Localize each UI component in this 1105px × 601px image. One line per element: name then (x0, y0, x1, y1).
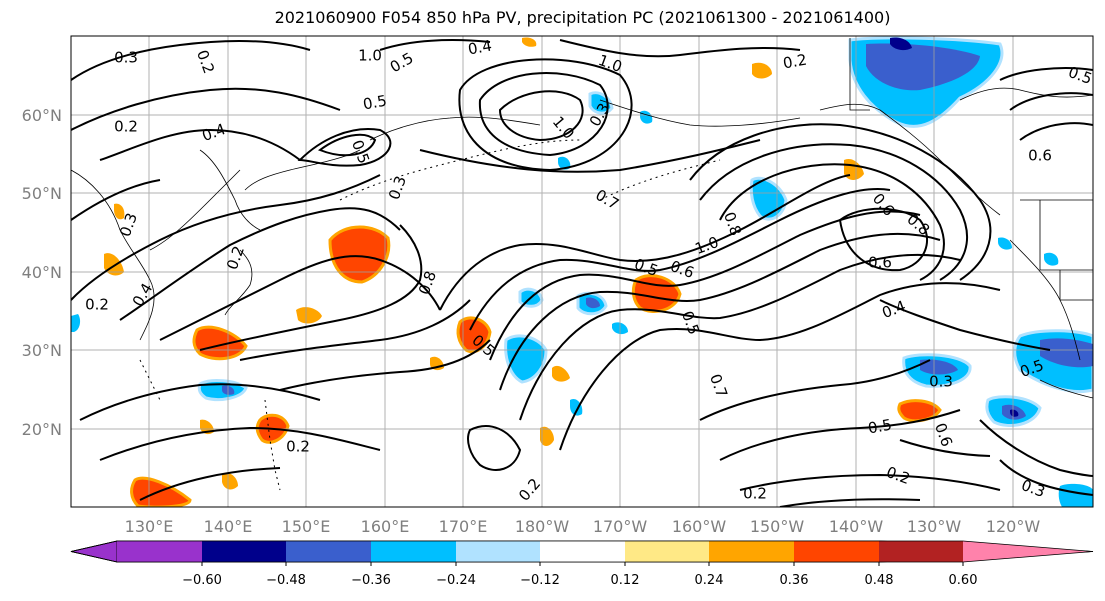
colorbar-segment (456, 541, 541, 562)
colorbar-low-extend (70, 540, 118, 563)
contour-label: 0.5 (362, 92, 389, 114)
longitude-label: 160°W (672, 517, 727, 536)
longitude-label: 160°E (361, 517, 410, 536)
contour-label: 0.2 (782, 51, 809, 73)
contour-label: 0.2 (286, 438, 310, 456)
colorbar-tick-label: 0.24 (695, 573, 724, 588)
contour-label: 0.2 (515, 475, 544, 505)
longitude-label: 170°W (593, 517, 648, 536)
longitude-label: 140°E (204, 517, 253, 536)
longitude-label: 120°W (986, 517, 1041, 536)
contour-label: 0.5 (1066, 63, 1095, 88)
contour-label: 0.2 (743, 485, 767, 503)
colorbar-segment (202, 541, 287, 562)
colorbar-tick-label: −0.60 (182, 573, 222, 588)
contour-label: 0.2 (193, 48, 218, 77)
colorbar-tick-label: 0.12 (611, 573, 640, 588)
longitude-label: 150°W (750, 517, 805, 536)
longitude-label: 180°W (515, 517, 570, 536)
colorbar-segment (709, 541, 795, 562)
coastlines (71, 38, 1093, 399)
contour-label: 0.3 (1019, 476, 1048, 501)
longitude-labels: 130°E 140°E 150°E 160°E 170°E 180°W 170°W 160°W… (125, 517, 1041, 536)
longitude-label: 130°E (125, 517, 174, 536)
contour-label: 0.3 (929, 373, 953, 391)
contour-label: 0.5 (387, 49, 417, 77)
colorbar-segment (371, 541, 457, 562)
contour-label: 0.3 (385, 174, 410, 203)
colorbar-tick-label: 0.48 (865, 573, 894, 588)
colorbar-tick-label: −0.24 (436, 573, 476, 588)
latitude-label: 40°N (22, 263, 62, 282)
latitude-label: 50°N (22, 184, 62, 203)
contour-label: 0.2 (114, 118, 138, 136)
latitude-label: 30°N (22, 341, 62, 360)
colorbar-tick-label: 0.60 (949, 573, 978, 588)
latitude-label: 60°N (22, 106, 62, 125)
contour-label: 0.5 (348, 138, 373, 167)
contour-label: 0.8 (415, 269, 440, 298)
contour-label: 0.3 (114, 49, 138, 67)
map-frame (70, 35, 1094, 508)
contour-label: 0.2 (884, 463, 913, 488)
colorbar-segment (117, 541, 203, 562)
contour-label: 0.6 (868, 254, 892, 272)
colorbar-outline (70, 540, 1094, 563)
colorbar-tick-label: −0.12 (520, 573, 560, 588)
contour-label: 0.6 (869, 190, 898, 220)
colorbar (70, 540, 1094, 563)
contour-label: 0.6 (1028, 147, 1052, 165)
longitude-label: 170°E (439, 517, 488, 536)
colorbar-tick-label: −0.36 (351, 573, 391, 588)
colorbar-segment (625, 541, 710, 562)
contour-label: 0.6 (931, 421, 956, 450)
colorbar-tick-label: 0.36 (780, 573, 809, 588)
contour-label: 0.4 (200, 120, 229, 145)
contour-label: 1.0 (693, 233, 722, 258)
colorbar-tick-labels: −0.60 −0.48 −0.36 −0.24 −0.12 0.12 0.24 0.36 0.4… (182, 562, 977, 588)
contour-label: 0.8 (720, 210, 745, 239)
contour-label: 0.4 (467, 37, 494, 59)
colorbar-segment (540, 541, 626, 562)
colorbar-tick-label: −0.48 (266, 573, 306, 588)
colorbar-segment (794, 541, 880, 562)
map-title: 2021060900 F054 850 hPa PV, precipitatio… (274, 8, 891, 27)
contour-label: 0.7 (592, 186, 622, 214)
contour-label: 0.2 (85, 296, 109, 314)
colorbar-segment (879, 541, 964, 562)
contour-label: 0.5 (867, 416, 894, 438)
contour-label: 1.0 (358, 47, 382, 65)
latitude-label: 20°N (22, 420, 62, 439)
contour-label: 0.7 (706, 372, 731, 401)
colorbar-segment (286, 541, 372, 562)
longitude-label: 130°W (907, 517, 962, 536)
colorbar-segment (963, 541, 1093, 562)
latitude-labels: 60°N 50°N 40°N 30°N 20°N (22, 106, 62, 439)
longitude-label: 140°W (829, 517, 884, 536)
pv-contours (71, 39, 1093, 507)
longitude-label: 150°E (282, 517, 331, 536)
